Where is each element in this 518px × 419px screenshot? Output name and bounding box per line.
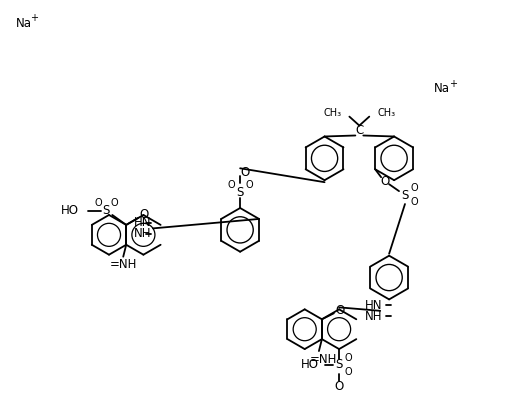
Text: CH₃: CH₃ <box>377 108 395 118</box>
Text: O: O <box>227 180 235 190</box>
Text: Na: Na <box>434 82 450 95</box>
Text: HN: HN <box>134 216 152 230</box>
Text: HO: HO <box>301 359 319 372</box>
Text: Na: Na <box>16 17 32 30</box>
Text: +: + <box>449 79 457 89</box>
Text: C: C <box>355 124 364 137</box>
Text: HN: HN <box>365 299 382 312</box>
Text: +: + <box>31 13 38 23</box>
Text: =NH: =NH <box>109 258 137 271</box>
Text: S: S <box>103 204 110 217</box>
Text: O: O <box>110 198 118 208</box>
Text: O: O <box>95 198 102 208</box>
Text: O: O <box>245 180 253 190</box>
Text: CH₃: CH₃ <box>323 108 341 118</box>
Text: S: S <box>401 189 409 202</box>
Text: S: S <box>336 359 343 372</box>
Text: O: O <box>344 353 352 363</box>
Text: O: O <box>139 209 149 222</box>
Text: O: O <box>381 175 390 188</box>
Text: O: O <box>410 197 418 207</box>
Text: S: S <box>236 186 244 199</box>
Text: =NH: =NH <box>310 352 338 365</box>
Text: O: O <box>240 166 250 179</box>
Text: O: O <box>344 367 352 377</box>
Text: O: O <box>335 304 344 317</box>
Text: O: O <box>410 183 418 193</box>
Text: HO: HO <box>61 204 79 217</box>
Text: NH: NH <box>365 310 382 323</box>
Text: O: O <box>335 380 344 393</box>
Text: NH: NH <box>134 228 152 241</box>
